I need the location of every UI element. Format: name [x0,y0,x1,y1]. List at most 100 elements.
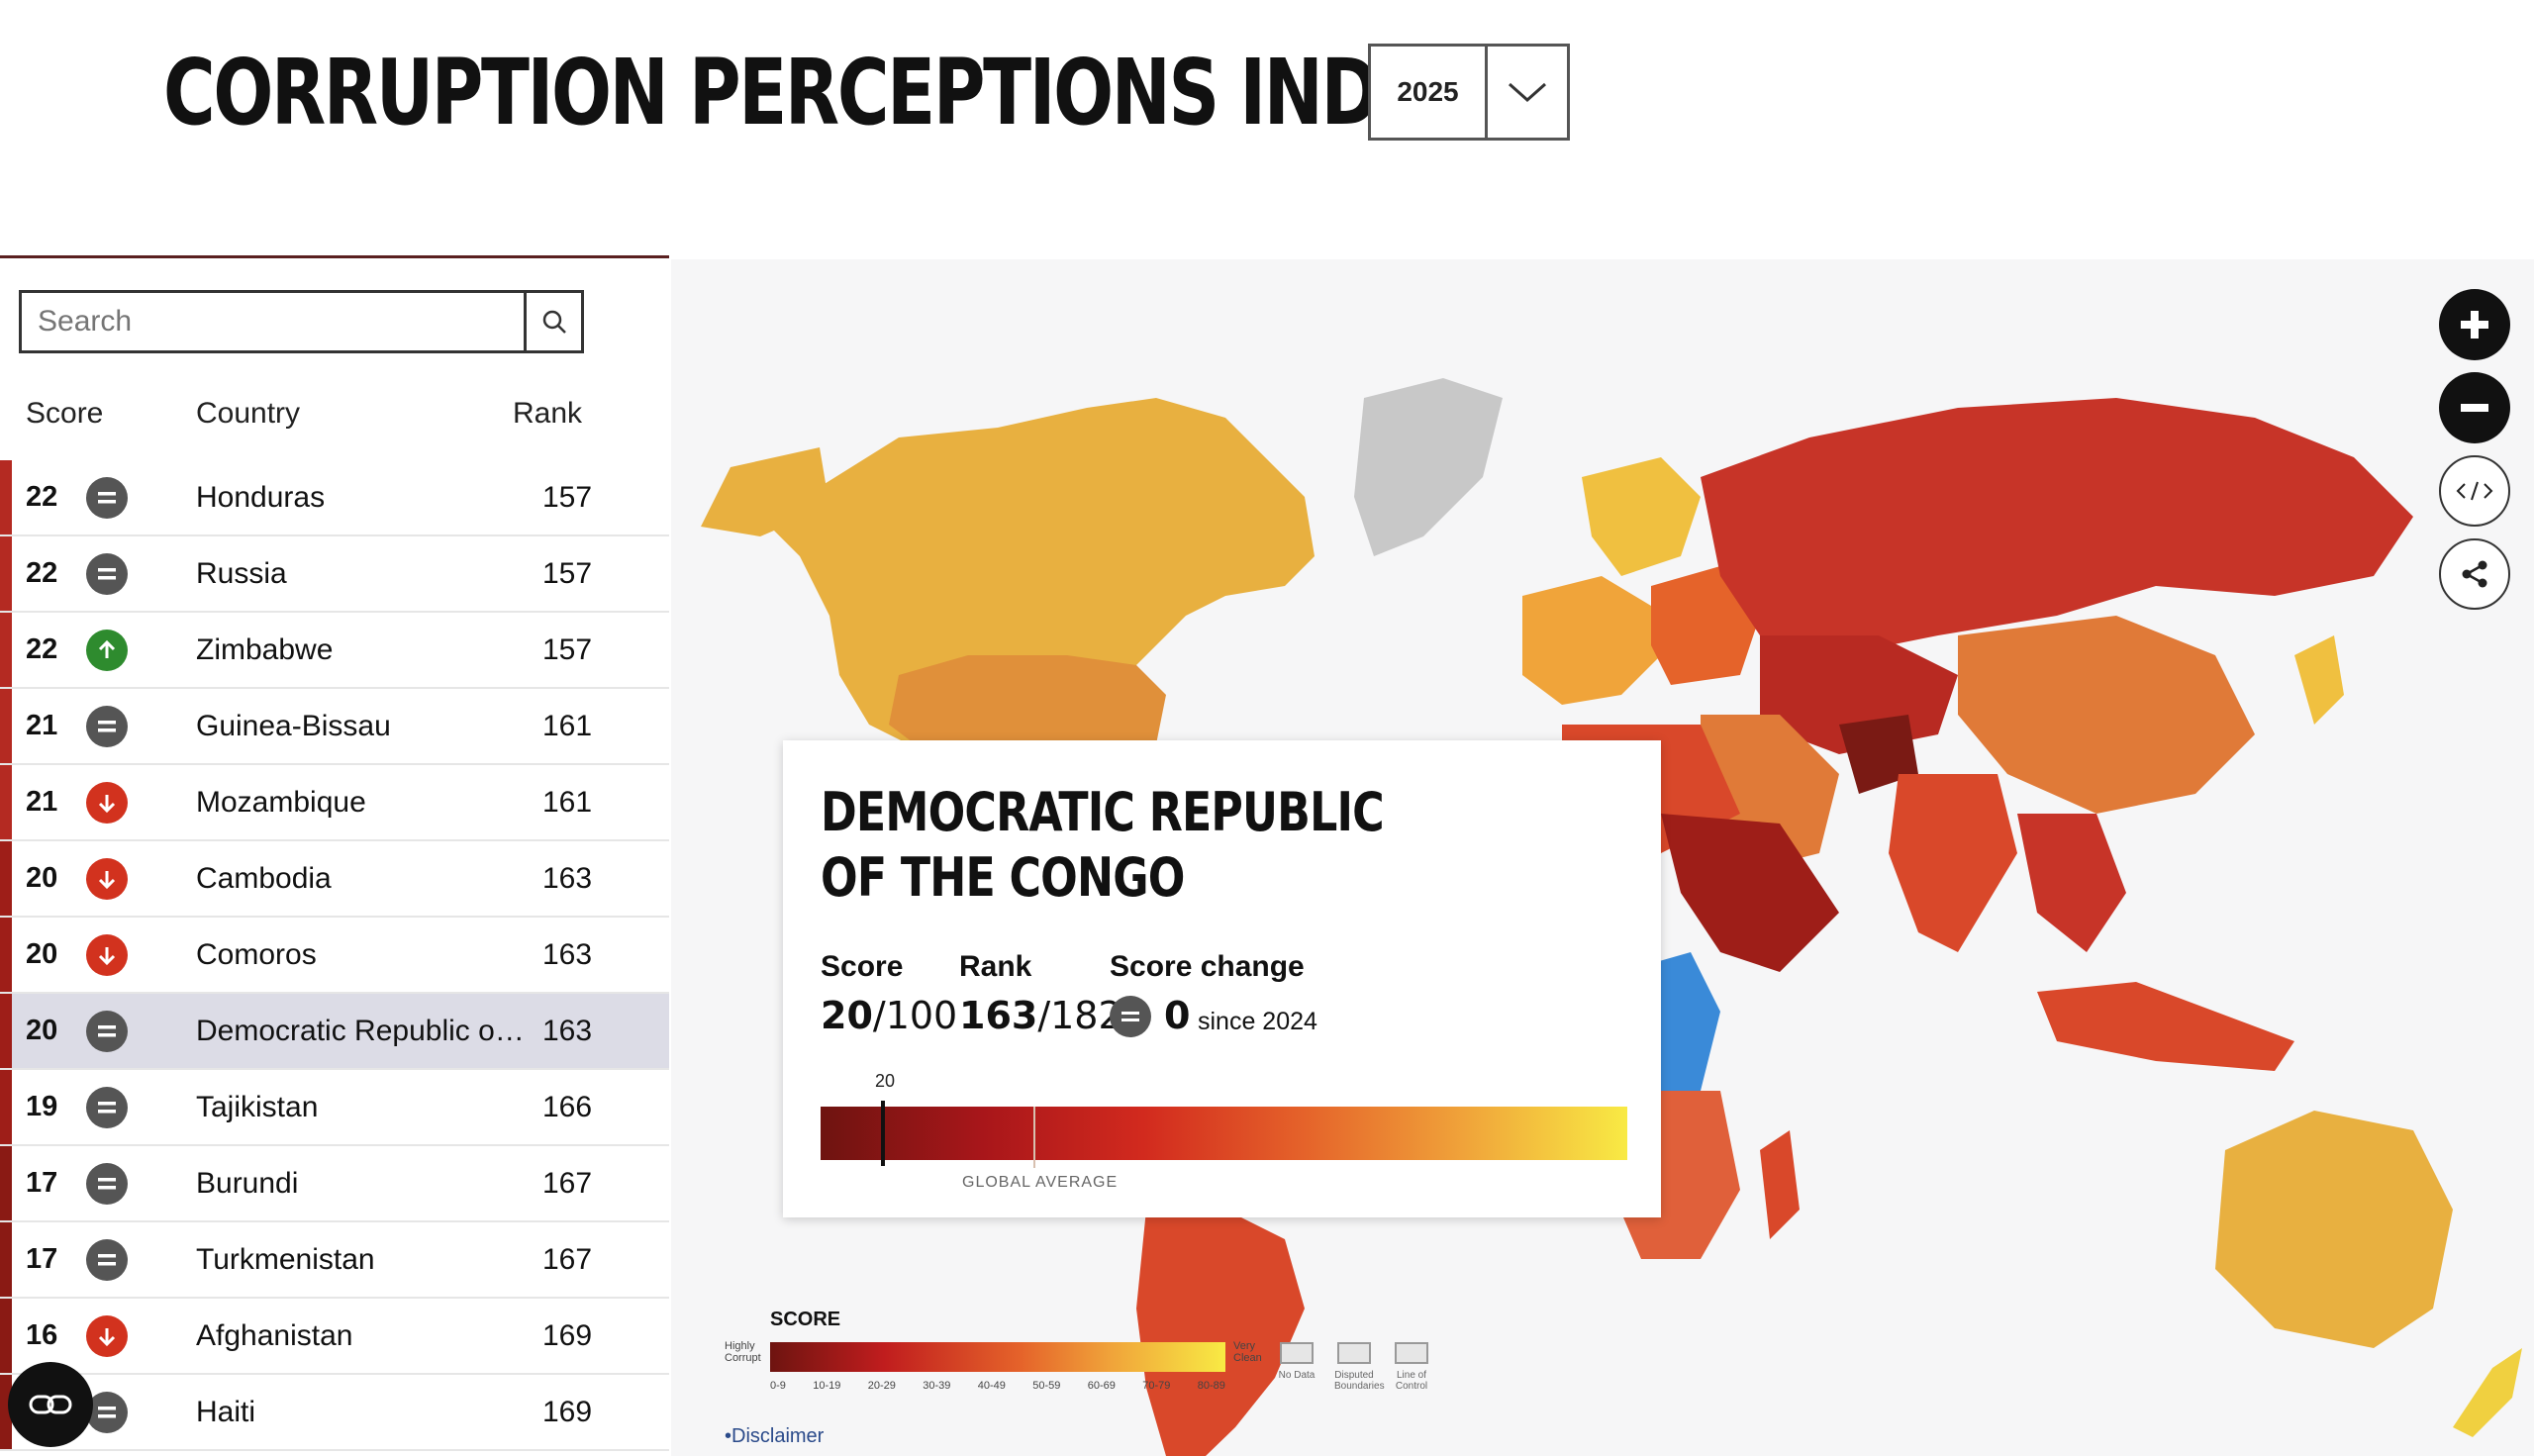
row-rank: 161 [542,709,593,742]
score-color-stripe [0,1146,12,1220]
arrow-down-icon [86,781,128,824]
country-tooltip: DEMOCRATIC REPUBLIC OF THE CONGO Score 2… [783,740,1661,1217]
row-country: Mozambique [196,785,366,819]
score-column-header[interactable]: Score [26,397,104,430]
row-score: 22 [26,557,58,589]
table-row[interactable]: 17 Turkmenistan 167 [0,1222,669,1299]
row-score: 20 [26,938,58,970]
legend-extra-item: No Data [1277,1342,1316,1392]
legend-tick: 30-39 [923,1380,951,1392]
row-score: 21 [26,786,58,818]
table-row[interactable]: 20 Democratic Republic of... 163 [0,994,669,1070]
map-region-india [1889,774,2017,952]
row-country: Turkmenistan [196,1242,375,1276]
score-marker [881,1101,885,1166]
map-region-north-america [770,398,1315,754]
row-country: Zimbabwe [196,632,334,666]
equal-icon [86,476,128,519]
table-row[interactable]: Haiti 169 [0,1375,669,1451]
table-row[interactable]: 22 Honduras 157 [0,460,669,536]
minus-icon [2461,404,2488,412]
map-region-alaska [701,447,829,536]
embed-button[interactable] [2439,455,2510,527]
tooltip-score-value: 20/100 [821,994,958,1037]
search-input[interactable] [22,293,524,350]
zoom-out-button[interactable] [2439,372,2510,443]
legend-extras: No Data Disputed Boundaries Line of Contro… [1277,1342,1431,1392]
map-region-australia [2215,1111,2453,1348]
row-rank: 157 [542,480,593,514]
row-score: 19 [26,1091,58,1122]
tooltip-change-label: Score change [1110,950,1305,983]
plus-icon [2461,311,2488,339]
map-region-southeast-asia [2017,814,2126,952]
zoom-in-button[interactable] [2439,289,2510,360]
table-row[interactable]: 19 Tajikistan 166 [0,1070,669,1146]
table-row[interactable]: 22 Russia 157 [0,536,669,613]
search-box [19,290,584,353]
legend-tick: 50-59 [1032,1380,1061,1392]
legend-tick: 0-9 [770,1380,786,1392]
score-color-stripe [0,994,12,1068]
table-header: Score Country Rank [0,397,669,440]
disclaimer-link[interactable]: •Disclaimer [725,1425,825,1447]
row-country: Afghanistan [196,1318,353,1352]
tooltip-change-value: 0 [1164,994,1191,1037]
ranking-sidebar: Score Country Rank 22 Honduras 157 22 Russia… [0,255,669,1456]
share-button[interactable] [2439,538,2510,610]
row-score: 21 [26,710,58,741]
year-dropdown[interactable]: 2025 [1368,44,1570,141]
country-column-header[interactable]: Country [196,397,301,430]
chat-button[interactable] [8,1362,93,1447]
row-country: Democratic Republic of... [196,1014,528,1047]
tooltip-score-label: Score [821,950,904,983]
table-row[interactable]: 21 Guinea-Bissau 161 [0,689,669,765]
legend-tick: 40-49 [977,1380,1006,1392]
row-rank: 167 [542,1242,593,1276]
row-country: Cambodia [196,861,332,895]
table-row[interactable]: 20 Comoros 163 [0,918,669,994]
score-gradient-bar [821,1107,1627,1160]
legend-ticks: 0-9 10-19 20-29 30-39 40-49 50-59 60-69 70-79 80… [770,1380,1225,1392]
page-title: CORRUPTION PERCEPTIONS INDEX [163,40,1479,146]
row-rank: 161 [542,785,593,819]
map-region-new-zealand [2453,1348,2522,1437]
table-row[interactable]: 17 Burundi 167 [0,1146,669,1222]
score-color-stripe [0,536,12,611]
equal-icon [86,1162,128,1205]
row-country: Guinea-Bissau [196,709,391,742]
row-rank: 169 [542,1395,593,1428]
score-color-stripe [0,460,12,534]
arrow-down-icon [86,933,128,976]
score-color-stripe [0,841,12,916]
table-row[interactable]: 22 Zimbabwe 157 [0,613,669,689]
legend-extra-label: Disputed Boundaries [1334,1370,1385,1392]
map-region-usa [889,655,1166,754]
map-region-indonesia [2037,982,2294,1071]
legend-tick: 20-29 [867,1380,896,1392]
map-region-east-africa [1661,814,1839,972]
equal-icon [86,1391,128,1433]
legend-swatch [1395,1342,1428,1364]
legend-low-label: Highly Corrupt [725,1340,761,1364]
search-button[interactable] [524,293,581,350]
row-score: 22 [26,633,58,665]
row-country: Honduras [196,480,326,514]
row-score: 20 [26,862,58,894]
chevron-down-icon[interactable] [1488,47,1567,138]
rank-column-header[interactable]: Rank [513,397,583,430]
score-color-stripe [0,1222,12,1297]
link-icon [29,1395,72,1414]
legend-extra-item: Line of Control [1392,1342,1431,1392]
table-row[interactable]: 20 Cambodia 163 [0,841,669,918]
search-icon [542,310,566,334]
table-row[interactable]: 16 Afghanistan 169 [0,1299,669,1375]
tooltip-rank-value: 163/182 [959,994,1122,1037]
row-rank: 157 [542,556,593,590]
row-country: Haiti [196,1395,256,1428]
table-row[interactable]: 21 Mozambique 161 [0,765,669,841]
row-rank: 157 [542,632,593,666]
score-color-stripe [0,765,12,839]
map-region-russia [1701,398,2413,655]
